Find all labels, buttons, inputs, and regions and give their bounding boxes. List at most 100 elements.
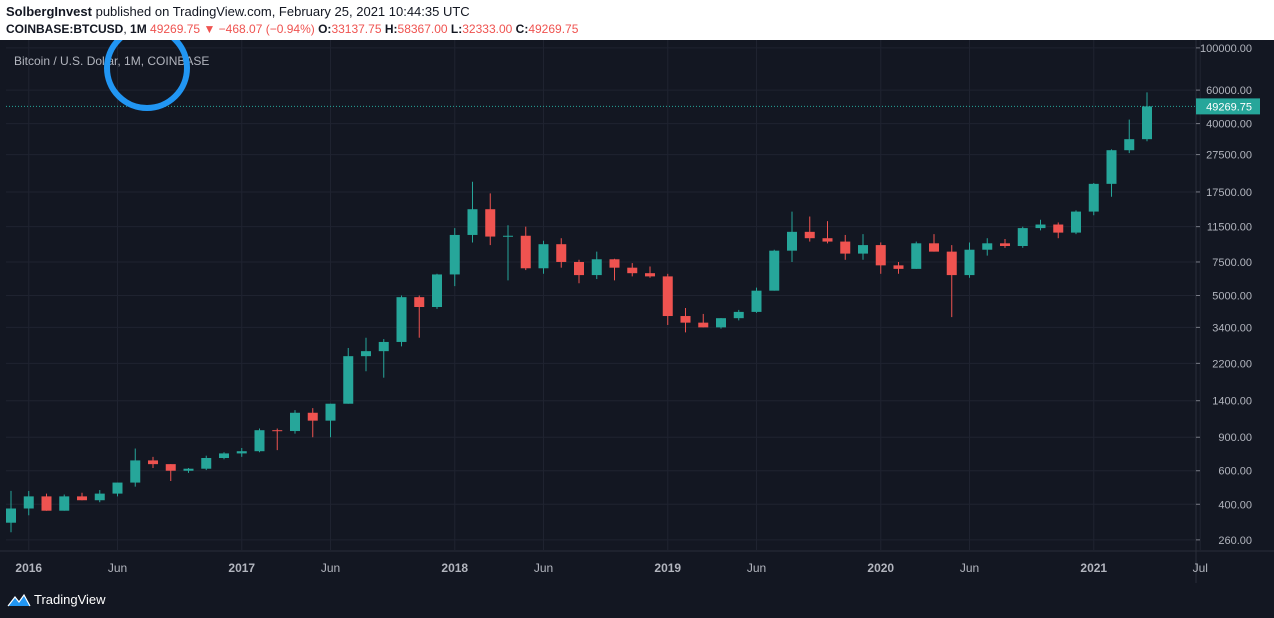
candle-body: [165, 464, 176, 471]
price-tick-label: 27500.00: [1206, 150, 1252, 162]
candle-body: [1088, 183, 1099, 212]
price-tick-label: 2200.00: [1212, 358, 1252, 370]
highlight-circle: [104, 40, 190, 111]
high-label: H:: [384, 22, 398, 36]
price-tick-label: 100000.00: [1200, 43, 1252, 55]
candle-body: [432, 274, 442, 308]
ohlc-line: COINBASE:BTCUSD, 1M 49269.75 ▼ −468.07 (…: [6, 22, 579, 36]
symbol-label: COINBASE:BTCUSD: [6, 22, 124, 36]
open-label: O:: [318, 22, 332, 36]
candle-body: [503, 235, 513, 237]
publisher-name[interactable]: SolbergInvest: [6, 4, 92, 19]
candle-body: [59, 496, 70, 511]
time-axis[interactable]: 2016 Jun 2017 Jun 2018 Jun 2019 Jun 2020 Jun 2021 J…: [0, 550, 1274, 575]
candle-body: [822, 238, 833, 242]
candle-body: [361, 351, 371, 357]
candle-body: [1017, 228, 1028, 246]
price-tick-label: 3400.00: [1212, 322, 1252, 334]
price-change: −468.07 (−0.94%): [218, 22, 315, 36]
candle-body: [858, 245, 868, 254]
candle-body: [148, 460, 158, 465]
price-tick-label: 60000.00: [1206, 85, 1252, 97]
time-tick-label: 2021: [1080, 561, 1107, 575]
candle-body: [964, 249, 975, 276]
candle-body: [396, 297, 407, 342]
candle-body: [769, 250, 780, 291]
price-tick-label: 40000.00: [1206, 119, 1252, 131]
candle-body: [627, 267, 638, 274]
candle-body: [23, 496, 34, 509]
time-tick-label: Jun: [747, 561, 766, 575]
candle-body: [236, 451, 247, 454]
candle-body: [1053, 224, 1064, 233]
last-price-tag: [1196, 98, 1260, 115]
candle-body: [1106, 150, 1117, 184]
open-value: 33137.75: [331, 22, 382, 36]
candle-body: [1071, 211, 1081, 233]
candle-body: [787, 231, 797, 251]
chart-title: Bitcoin / U.S. Dollar, 1M, COINBASE: [14, 54, 209, 68]
time-tick-label: Jun: [534, 561, 553, 575]
candle-body: [272, 430, 283, 432]
candle-body: [893, 265, 904, 269]
candlestick-chart[interactable]: 100000.00 60000.00 40000.00 27500.00 17500.0…: [0, 40, 1274, 583]
candle-body: [325, 403, 336, 421]
price-axis[interactable]: 100000.00 60000.00 40000.00 27500.00 17500.0…: [1195, 40, 1260, 583]
candle-body: [307, 412, 318, 421]
candle-body: [733, 311, 744, 319]
price-tick-label: 17500.00: [1206, 187, 1252, 199]
candle-body: [77, 496, 87, 501]
candle-body: [112, 482, 123, 494]
low-value: 32333.00: [462, 22, 513, 36]
time-tick-label: Jun: [108, 561, 127, 575]
price-tick-label: 1400.00: [1212, 396, 1252, 408]
candle-body: [662, 276, 673, 317]
time-tick-label: 2016: [15, 561, 42, 575]
time-tick-label: Jul: [1193, 561, 1208, 575]
candle-body: [219, 453, 229, 459]
footer: TradingView: [0, 583, 1274, 618]
candle-body: [698, 322, 709, 328]
candle-body: [875, 245, 886, 266]
candle-body: [1124, 139, 1135, 151]
high-value: 58367.00: [397, 22, 448, 36]
time-tick-label: 2020: [867, 561, 894, 575]
grid-lines: [6, 40, 1201, 550]
candle-body: [840, 241, 851, 254]
candle-body: [485, 209, 496, 237]
candle-body: [1000, 243, 1010, 246]
candle-body: [378, 341, 389, 352]
chart-header: SolbergInvest published on TradingView.c…: [0, 0, 1274, 40]
candle-body: [414, 297, 425, 308]
price-tick-label: 900.00: [1218, 432, 1252, 444]
price-tick-label: 11500.00: [1207, 222, 1252, 234]
candle-body: [716, 318, 726, 328]
candle-body: [1142, 106, 1152, 140]
candle-body: [645, 273, 655, 277]
candle-body: [41, 496, 52, 511]
tradingview-logo-icon: [7, 593, 31, 607]
close-value: 49269.75: [528, 22, 579, 36]
close-label: C:: [515, 22, 529, 36]
candle-body: [520, 235, 531, 269]
candle-body: [290, 412, 300, 432]
publisher-line: SolbergInvest published on TradingView.c…: [6, 4, 470, 19]
candle-body: [929, 243, 939, 252]
time-tick-label: 2017: [228, 561, 255, 575]
candle-body: [343, 356, 354, 404]
candle-body: [609, 259, 620, 268]
candle-body: [201, 458, 212, 469]
candle-body: [1035, 224, 1046, 229]
price-tick-label: 5000.00: [1212, 290, 1252, 302]
candle-body: [130, 460, 141, 483]
last-price: 49269.75: [150, 22, 201, 36]
candle-body: [6, 508, 16, 523]
interval-label: 1M: [130, 22, 147, 36]
down-arrow-icon: ▼: [203, 22, 216, 36]
price-tick-label: 7500.00: [1212, 257, 1252, 269]
candle-body: [982, 243, 993, 250]
published-text: published on TradingView.com, February 2…: [95, 4, 470, 19]
tradingview-brand[interactable]: TradingView: [34, 592, 106, 607]
time-tick-label: 2018: [441, 561, 468, 575]
candle-body: [574, 261, 584, 276]
